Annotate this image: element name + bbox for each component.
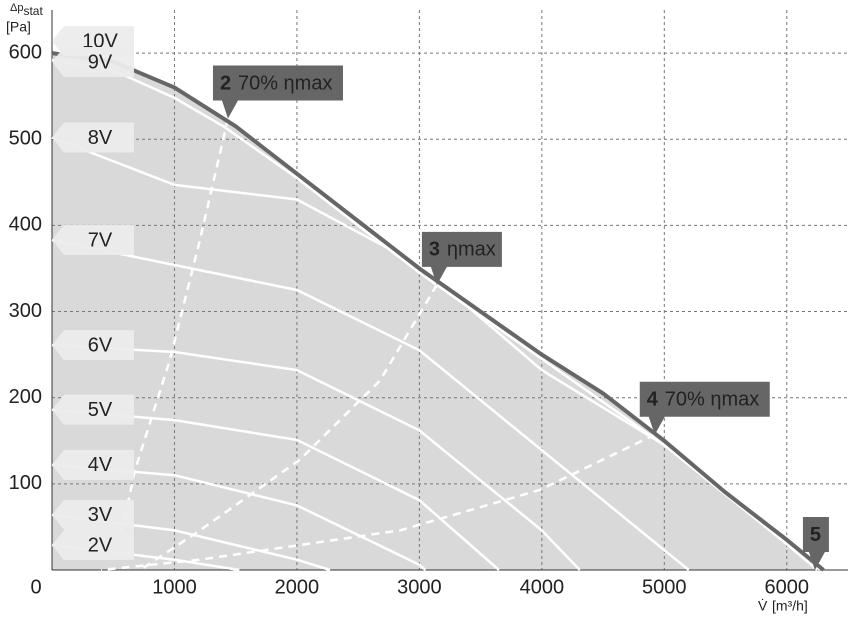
legend-label: 7V — [88, 229, 113, 251]
x-tick-label: 4000 — [520, 576, 565, 598]
y-tick-label: 600 — [9, 41, 42, 63]
legend-label: 5V — [88, 399, 113, 421]
efficiency-line — [139, 284, 438, 572]
voltage-tag — [52, 46, 134, 77]
y-label-symbol-text: Δp — [10, 2, 23, 14]
voltage-tag — [52, 530, 134, 561]
voltage-tag — [52, 122, 134, 153]
legend-label: 6V — [88, 334, 113, 356]
y-tick-label: 300 — [9, 300, 42, 322]
callout-number: 5 — [810, 524, 821, 546]
callout-number: 4 — [647, 389, 659, 411]
x-tick-label: 2000 — [275, 576, 320, 598]
voltage-tag — [52, 499, 134, 530]
voltage-curve — [51, 136, 821, 571]
y-label-symbol: Δpstat — [10, 2, 43, 18]
voltage-tag — [52, 225, 134, 256]
callout: 4 70% ηmax — [639, 381, 770, 435]
callout-box — [212, 65, 343, 119]
x-tick-label: 6000 — [765, 576, 810, 598]
efficiency-line — [100, 433, 656, 572]
legend-label: 9V — [88, 51, 113, 73]
y-tick-label: 500 — [9, 128, 42, 150]
x-tick-label: 3000 — [397, 576, 442, 598]
voltage-tag — [52, 449, 134, 480]
voltage-tag — [52, 330, 134, 361]
x-tick-label: 0 — [30, 576, 41, 598]
callout-number: 3 — [429, 239, 440, 261]
legend-label: 2V — [88, 534, 113, 556]
legend-label: 8V — [88, 127, 113, 149]
callout-number: 2 — [220, 72, 231, 94]
y-tick-label: 200 — [9, 386, 42, 408]
y-label-unit: [Pa] — [6, 19, 31, 35]
callout-box — [639, 381, 770, 435]
voltage-curve — [51, 343, 581, 571]
voltage-curve — [51, 238, 690, 571]
legend-label: 10V — [82, 30, 118, 52]
callout: 5 — [802, 517, 829, 570]
callout-box — [802, 517, 829, 570]
voltage-curve — [51, 51, 825, 572]
y-tick-label: 100 — [9, 472, 42, 494]
callout-text: ηmax — [447, 239, 496, 261]
y-label-subscript: stat — [23, 4, 43, 18]
voltage-tag — [52, 394, 134, 425]
y-tick-label: 400 — [9, 214, 42, 236]
legend-label: 4V — [88, 454, 113, 476]
callout-box — [421, 231, 502, 285]
x-tick-label: 1000 — [152, 576, 197, 598]
legend-label: 3V — [88, 504, 113, 526]
x-label-unit: [m³/h] — [772, 598, 808, 614]
callout: 3 ηmax — [421, 231, 502, 285]
callout-text: 70% ηmax — [665, 389, 760, 411]
callout-text: 70% ηmax — [238, 72, 333, 94]
callout: 2 70% ηmax — [212, 65, 343, 119]
x-tick-label: 5000 — [642, 576, 687, 598]
x-label-symbol: V̇ — [758, 598, 768, 614]
